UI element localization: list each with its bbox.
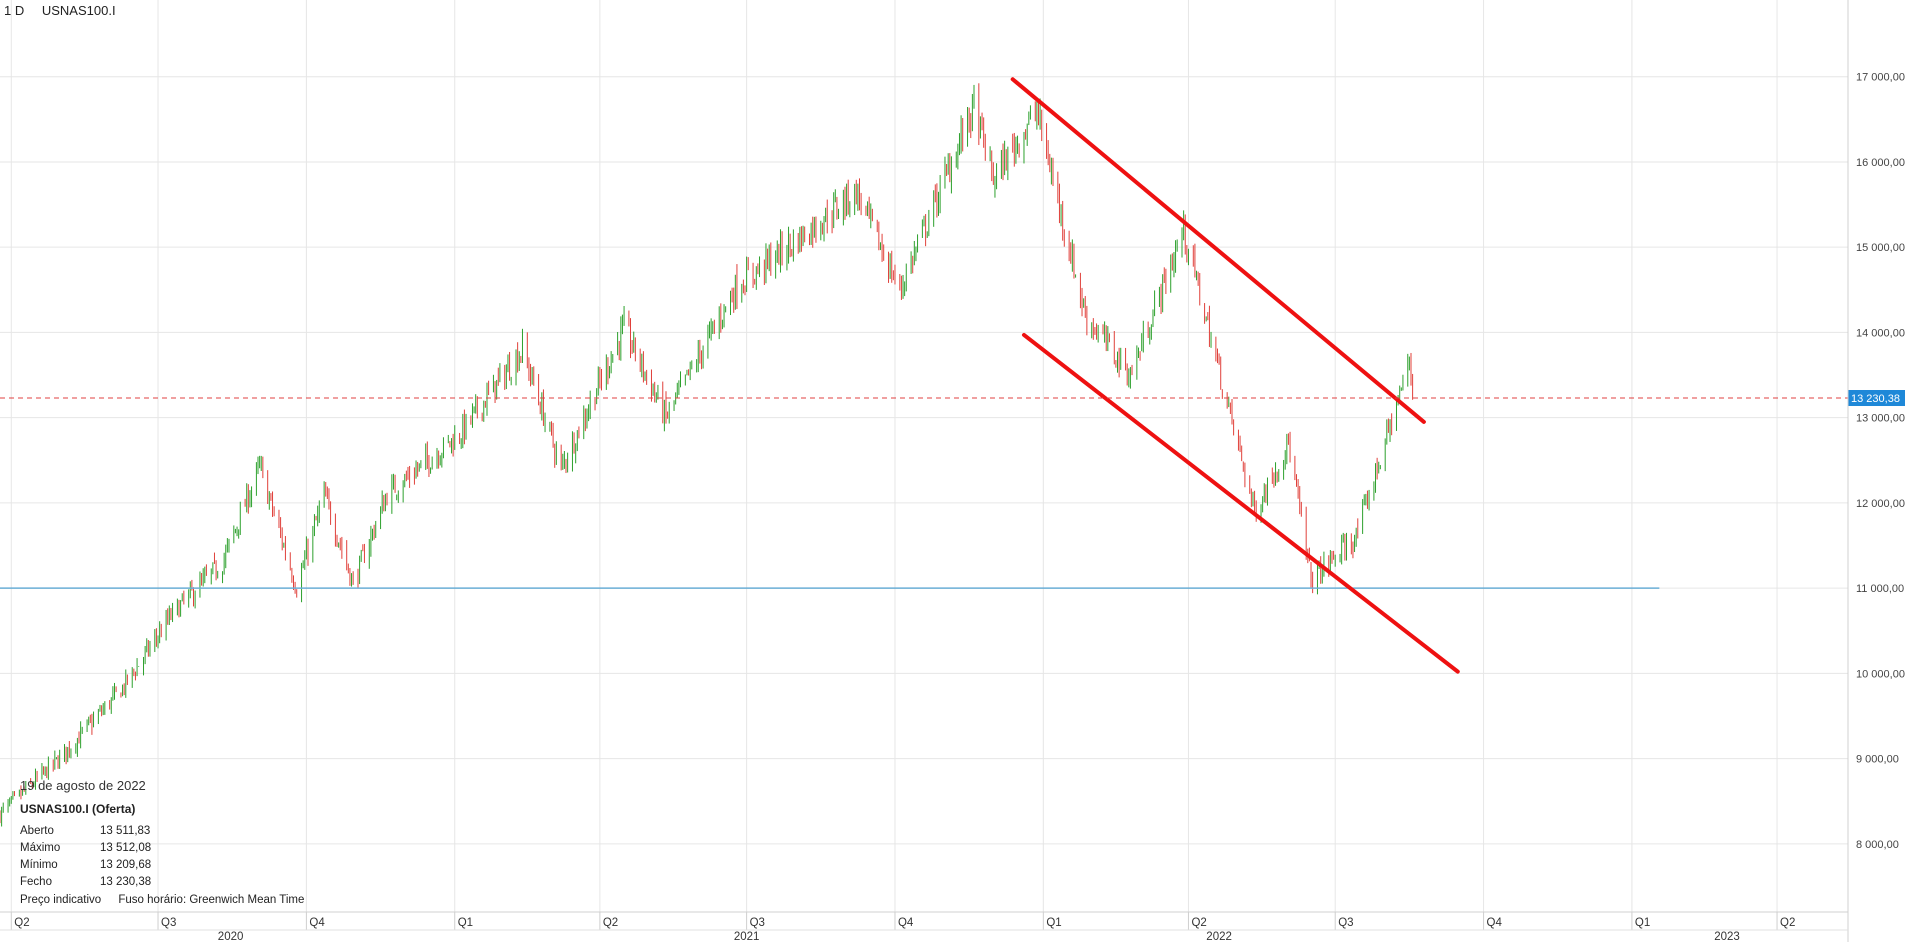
x-tick-label: Q4 — [1487, 917, 1503, 929]
x-tick-label: Q3 — [750, 917, 765, 929]
y-tick-label: 15 000,00 — [1856, 242, 1905, 254]
x-tick-label: Q4 — [309, 917, 325, 929]
candles — [0, 83, 1414, 827]
y-tick-label: 16 000,00 — [1856, 157, 1905, 169]
symbol-label[interactable]: USNAS100.I — [41, 3, 116, 18]
chart-footer: Preço indicativo Fuso horário: Greenwich… — [20, 894, 304, 906]
chart-grid — [0, 0, 1848, 912]
last-price-label: 13 230,38 — [1851, 393, 1900, 405]
info-instrument: USNAS100.I (Oferta) — [20, 802, 136, 816]
y-tick-label: 10 000,00 — [1856, 668, 1905, 680]
x-tick-label: Q3 — [161, 917, 176, 929]
year-label: 2023 — [1714, 931, 1740, 942]
info-value: 13 209,68 — [100, 859, 152, 871]
timezone-note: Fuso horário: Greenwich Mean Time — [118, 894, 305, 906]
x-tick-label: Q1 — [1046, 917, 1061, 929]
indicative-price-note: Preço indicativo — [20, 894, 102, 906]
y-tick-label: 9 000,00 — [1856, 754, 1899, 766]
info-label: Mínimo — [20, 859, 58, 871]
x-tick-label: Q1 — [458, 917, 473, 929]
x-tick-label: Q3 — [1338, 917, 1353, 929]
info-value: 13 511,83 — [100, 825, 151, 837]
x-tick-label: Q1 — [1635, 917, 1650, 929]
x-tick-label: Q4 — [898, 917, 914, 929]
y-tick-label: 17 000,00 — [1856, 72, 1905, 84]
info-date: 19 de agosto de 2022 — [20, 778, 146, 793]
year-label: 2021 — [734, 931, 760, 942]
info-label: Máximo — [20, 842, 61, 854]
info-label: Aberto — [20, 825, 54, 837]
x-tick-label: Q2 — [14, 917, 29, 929]
info-value: 13 512,08 — [100, 842, 152, 854]
year-label: 2020 — [218, 931, 244, 942]
x-tick-label: Q2 — [603, 917, 618, 929]
interval-label[interactable]: 1 D — [4, 3, 25, 18]
info-label: Fecho — [20, 876, 52, 888]
trendline-upper — [1010, 77, 1426, 424]
chart-overlays: 13 230,38 — [0, 77, 1905, 674]
x-tick-label: Q2 — [1780, 917, 1795, 929]
y-tick-label: 12 000,00 — [1856, 498, 1905, 510]
y-tick-label: 14 000,00 — [1856, 327, 1905, 339]
last-price-badge — [1848, 390, 1905, 407]
year-label: 2022 — [1206, 931, 1232, 942]
trendline-lower — [1021, 332, 1460, 674]
y-tick-label: 8 000,00 — [1856, 839, 1899, 851]
y-tick-label: 13 000,00 — [1856, 413, 1905, 425]
x-tick-label: Q2 — [1191, 917, 1206, 929]
y-tick-label: 11 000,00 — [1856, 583, 1904, 595]
chart-header: 1 D USNAS100.I — [4, 3, 130, 18]
info-value: 13 230,38 — [100, 876, 152, 888]
